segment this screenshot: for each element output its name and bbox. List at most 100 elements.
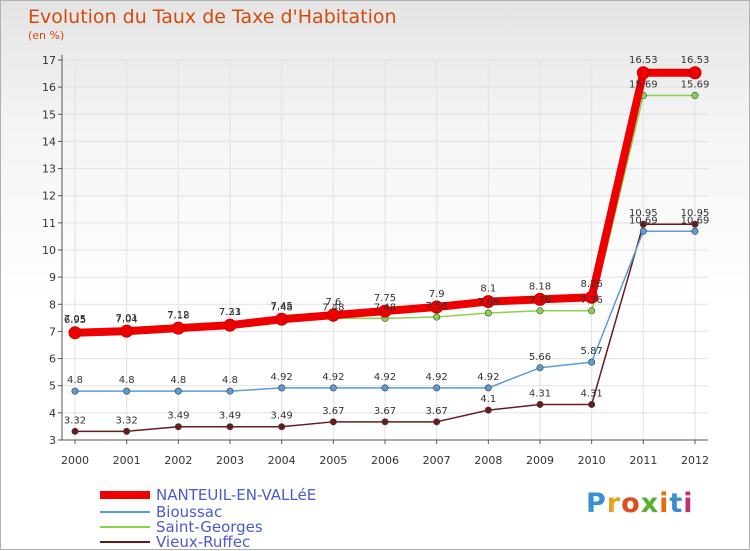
x-tick-label: 2008 (474, 454, 502, 467)
data-label: 4.92 (426, 372, 448, 383)
x-tick-label: 2011 (629, 454, 657, 467)
data-point (174, 387, 182, 395)
data-label: 7.68 (477, 297, 499, 308)
data-label: 7.48 (374, 302, 396, 313)
data-point (174, 423, 182, 431)
data-label: 4.92 (322, 372, 344, 383)
data-label: 3.67 (322, 406, 344, 417)
data-label: 4.31 (581, 388, 603, 399)
grid-lines (62, 59, 708, 441)
data-label: 3.49 (271, 411, 293, 422)
axes (58, 55, 708, 444)
legend-label: Saint-Georges (156, 518, 263, 536)
data-point (275, 312, 289, 326)
data-point (433, 384, 441, 392)
data-label: 7.48 (322, 302, 344, 313)
data-point (533, 292, 547, 306)
logo-letter: P (586, 488, 607, 519)
data-label: 15.69 (629, 80, 658, 91)
data-point (120, 324, 134, 338)
data-point (71, 387, 79, 395)
data-point (329, 418, 337, 426)
data-label: 8.18 (529, 281, 551, 292)
data-label: 4.31 (529, 388, 551, 399)
data-point (484, 309, 492, 317)
data-label: 7.6 (325, 297, 341, 308)
data-label: 7.01 (116, 313, 138, 324)
logo-letter: r (606, 488, 622, 519)
series-lines (68, 66, 702, 435)
y-tick-label: 16 (42, 81, 56, 94)
legend-swatch (100, 511, 150, 513)
x-tick-label: 2005 (319, 454, 347, 467)
y-tick-label: 10 (42, 244, 56, 257)
x-tick-label: 2000 (61, 454, 89, 467)
data-point (278, 384, 286, 392)
data-point (585, 290, 599, 304)
x-tick-label: 2001 (113, 454, 141, 467)
data-label: 3.49 (219, 411, 241, 422)
data-point (688, 66, 702, 80)
y-tick-label: 9 (49, 271, 56, 284)
data-point (278, 423, 286, 431)
legend-item-nanteuil: NANTEUIL-EN-VALLéE (100, 486, 440, 504)
data-label: 4.1 (480, 394, 496, 405)
logo-letter: i (659, 488, 670, 519)
data-point (378, 304, 392, 318)
legend-swatch (100, 541, 150, 543)
data-label: 8.1 (480, 284, 496, 295)
data-point (381, 418, 389, 426)
data-label: 7.76 (581, 295, 603, 306)
data-label: 16.53 (681, 55, 710, 66)
data-label: 5.87 (581, 346, 603, 357)
y-tick-label: 4 (49, 407, 56, 420)
data-label: 7.05 (64, 314, 86, 325)
y-tick-label: 14 (42, 135, 56, 148)
data-label: 7.45 (271, 301, 293, 312)
data-point (536, 307, 544, 315)
data-point (536, 364, 544, 372)
data-label: 10.95 (681, 208, 710, 219)
data-label: 7.31 (219, 307, 241, 318)
data-point (68, 326, 82, 340)
data-label: 4.8 (119, 375, 135, 386)
legend-item-vieux-ruffec: Vieux-Ruffec (100, 533, 440, 551)
data-point (639, 220, 647, 228)
data-point (223, 318, 237, 332)
data-label: 7.53 (426, 301, 448, 312)
x-tick-label: 2010 (578, 454, 606, 467)
data-point (484, 406, 492, 414)
data-label: 10.69 (681, 215, 710, 226)
y-tick-label: 12 (42, 190, 56, 203)
data-label: 16.53 (629, 55, 658, 66)
data-point (430, 300, 444, 314)
data-label: 7.12 (167, 310, 189, 321)
data-label: 15.69 (681, 80, 710, 91)
data-point (123, 387, 131, 395)
data-labels: 7.05 7.04 7.18 7.31 7.48 7.48 7.48 7.53 7.68 7.76… (64, 55, 709, 427)
data-point (691, 227, 699, 235)
y-tick-label: 6 (49, 353, 56, 366)
data-label: 5.66 (529, 352, 551, 363)
logo-letter: x (640, 488, 660, 519)
proxiti-logo: Proxiti (586, 488, 694, 519)
data-label: 4.92 (477, 372, 499, 383)
data-point (484, 384, 492, 392)
data-label: 10.69 (629, 215, 658, 226)
tick-labels: 3 4 5 6 7 8 9 10 11 12 13 14 15 16 17 2000 2001 2002 2003 2… (42, 54, 709, 467)
x-tick-label: 2002 (164, 454, 192, 467)
data-point (691, 220, 699, 228)
data-point (433, 313, 441, 321)
data-label: 4.92 (374, 372, 396, 383)
data-label: 7.48 (271, 302, 293, 313)
data-label: 3.67 (374, 406, 396, 417)
x-tick-label: 2012 (681, 454, 709, 467)
y-tick-label: 7 (49, 325, 56, 338)
logo-letter: o (621, 488, 641, 519)
x-tick-label: 2003 (216, 454, 244, 467)
legend-item-saint-georges: Saint-Georges (100, 518, 440, 536)
data-label: 8.26 (581, 279, 603, 290)
data-label: 7.76 (529, 295, 551, 306)
